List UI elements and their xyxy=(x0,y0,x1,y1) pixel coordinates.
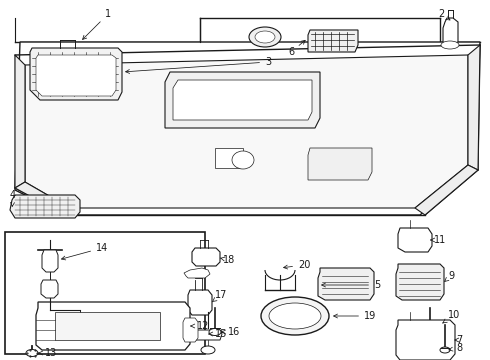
Polygon shape xyxy=(188,290,212,315)
Text: 7: 7 xyxy=(455,335,462,345)
Polygon shape xyxy=(192,248,220,266)
Polygon shape xyxy=(184,268,210,278)
Text: 13: 13 xyxy=(39,348,57,358)
Polygon shape xyxy=(173,80,312,120)
Ellipse shape xyxy=(269,303,321,329)
Text: 20: 20 xyxy=(284,260,310,270)
Text: 18: 18 xyxy=(220,255,235,265)
Polygon shape xyxy=(443,18,458,45)
Polygon shape xyxy=(468,45,480,170)
Polygon shape xyxy=(41,280,58,298)
Polygon shape xyxy=(165,72,320,128)
Polygon shape xyxy=(308,148,372,180)
Polygon shape xyxy=(15,42,480,215)
Bar xyxy=(5,232,205,354)
Text: 11: 11 xyxy=(431,235,446,245)
Text: 16: 16 xyxy=(221,327,240,337)
Polygon shape xyxy=(36,55,116,96)
Text: 4: 4 xyxy=(10,190,16,206)
Ellipse shape xyxy=(255,31,275,43)
Polygon shape xyxy=(25,55,468,208)
Text: 15: 15 xyxy=(209,329,227,339)
Ellipse shape xyxy=(209,328,221,336)
Ellipse shape xyxy=(440,347,450,353)
Text: 2: 2 xyxy=(438,9,450,20)
Bar xyxy=(215,148,243,168)
Polygon shape xyxy=(318,268,374,300)
Polygon shape xyxy=(396,264,444,300)
Ellipse shape xyxy=(249,27,281,47)
Polygon shape xyxy=(398,228,432,252)
Text: 3: 3 xyxy=(125,57,271,73)
Ellipse shape xyxy=(26,350,38,356)
Polygon shape xyxy=(15,55,25,188)
Text: 1: 1 xyxy=(83,9,111,40)
Text: 8: 8 xyxy=(449,343,462,353)
Polygon shape xyxy=(194,330,222,340)
Text: 12: 12 xyxy=(191,321,209,331)
Polygon shape xyxy=(36,302,190,350)
Text: 19: 19 xyxy=(334,311,376,321)
Polygon shape xyxy=(42,250,58,272)
Ellipse shape xyxy=(232,151,254,169)
Polygon shape xyxy=(308,30,358,52)
Polygon shape xyxy=(183,318,198,342)
Polygon shape xyxy=(415,165,478,215)
Text: 10: 10 xyxy=(443,310,460,323)
Ellipse shape xyxy=(441,41,459,49)
Ellipse shape xyxy=(261,297,329,335)
Bar xyxy=(55,312,160,340)
Text: 17: 17 xyxy=(212,290,227,302)
Polygon shape xyxy=(10,195,80,218)
Polygon shape xyxy=(15,182,70,215)
Ellipse shape xyxy=(201,346,215,354)
Text: 14: 14 xyxy=(62,243,108,260)
Text: 6: 6 xyxy=(288,40,305,57)
Polygon shape xyxy=(396,320,455,360)
Polygon shape xyxy=(30,48,122,100)
Text: 9: 9 xyxy=(444,271,454,282)
Text: 5: 5 xyxy=(321,280,380,290)
Ellipse shape xyxy=(425,327,435,333)
